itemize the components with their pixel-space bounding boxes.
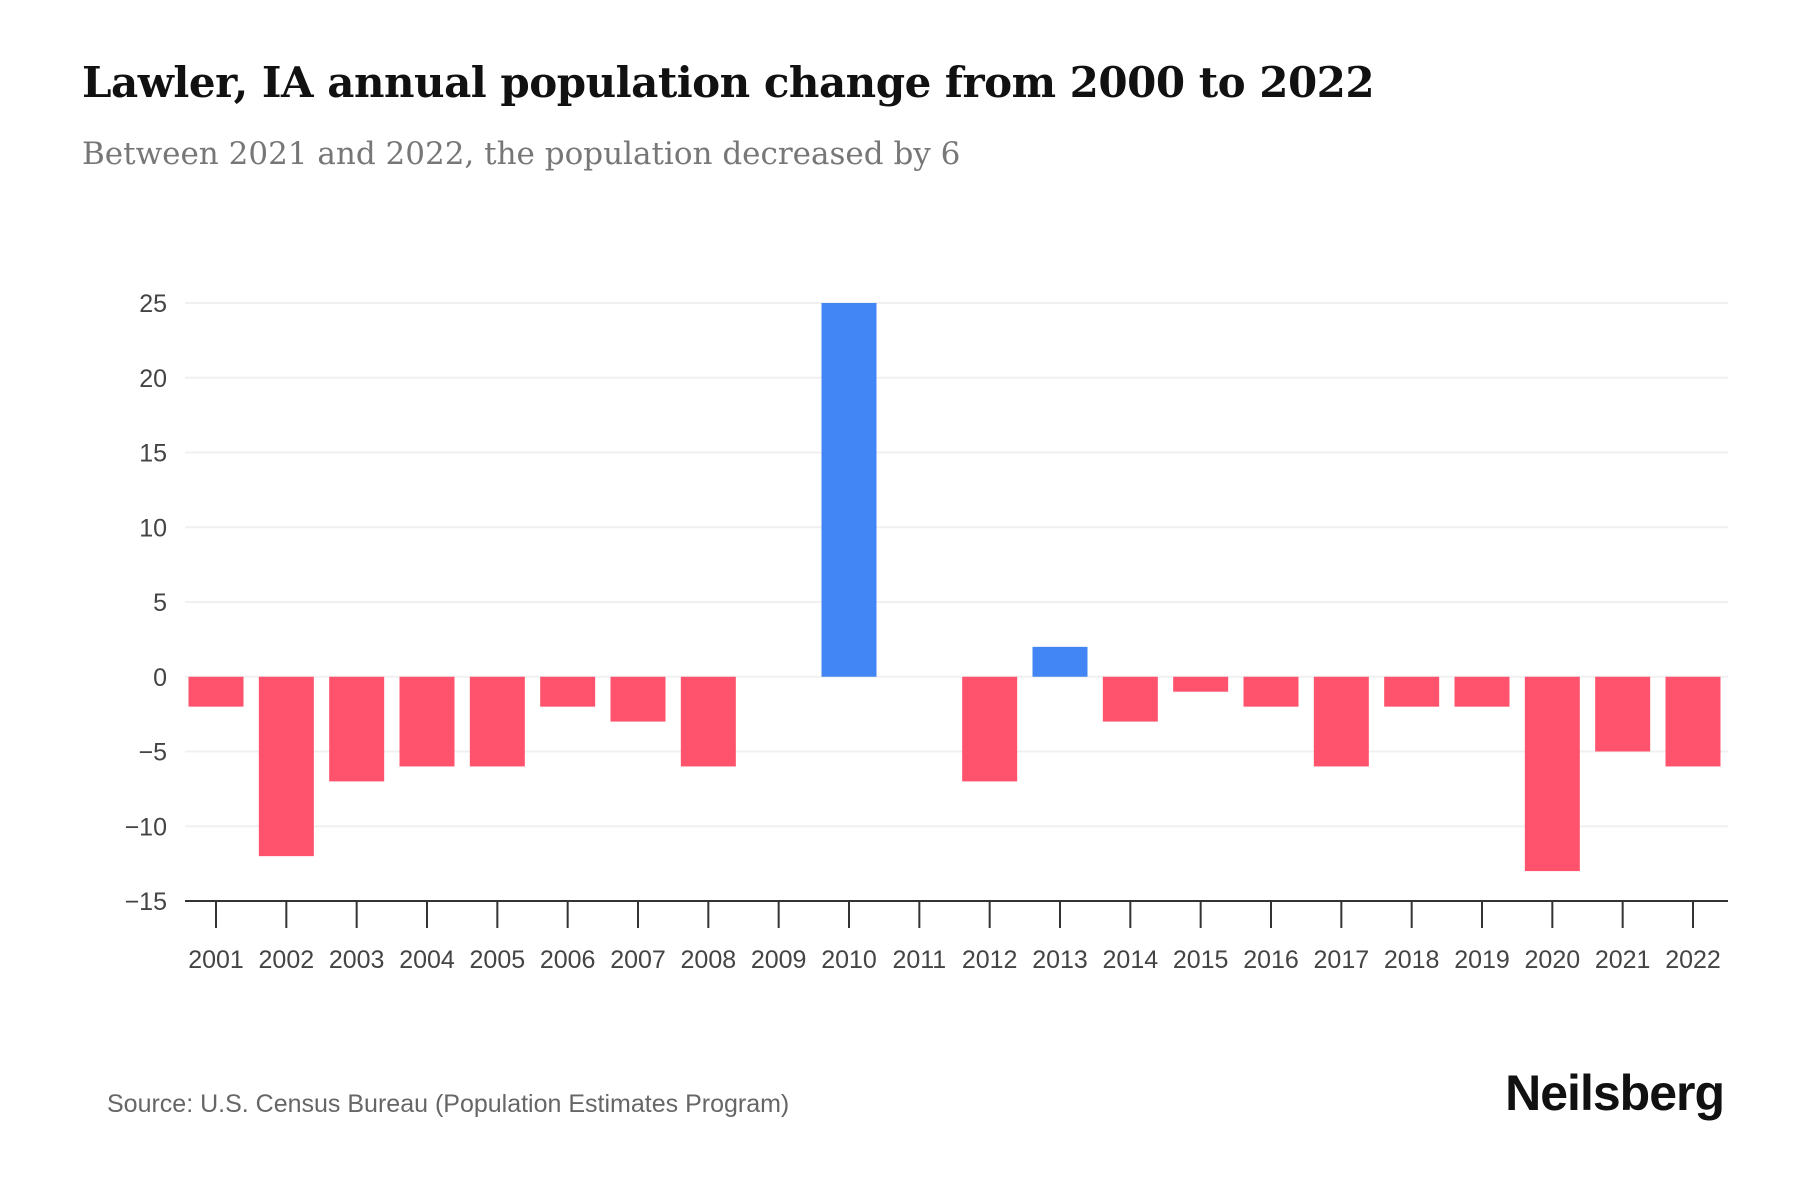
x-tick-label: 2016 (1243, 946, 1299, 974)
bar-2008 (680, 676, 736, 767)
x-tick-label: 2009 (751, 946, 807, 974)
y-tick-label: −15 (125, 888, 167, 916)
bar-2004 (399, 676, 455, 767)
bar-2006 (540, 676, 596, 707)
bar-2005 (469, 676, 525, 767)
bar-2014 (1102, 676, 1158, 722)
x-tick-label: 2010 (821, 946, 877, 974)
y-tick-label: −10 (125, 813, 167, 841)
x-tick-label: 2021 (1595, 946, 1651, 974)
x-tick-label: 2005 (470, 946, 526, 974)
x-tick-label: 2018 (1384, 946, 1440, 974)
chart-title: Lawler, IA annual population change from… (82, 58, 1375, 107)
x-tick-label: 2019 (1454, 946, 1510, 974)
bar-2013 (1032, 646, 1088, 677)
y-tick-label: 5 (153, 589, 167, 617)
bar-2016 (1243, 676, 1299, 707)
x-tick-label: 2012 (962, 946, 1018, 974)
x-tick-label: 2004 (399, 946, 455, 974)
bar-2007 (610, 676, 666, 722)
x-tick-label: 2014 (1103, 946, 1159, 974)
bar-2003 (329, 676, 385, 782)
x-tick-label: 2003 (329, 946, 385, 974)
bar-2021 (1595, 676, 1651, 752)
x-tick-label: 2002 (259, 946, 315, 974)
x-tick-label: 2022 (1665, 946, 1721, 974)
bar-2020 (1524, 676, 1580, 872)
x-tick-label: 2013 (1032, 946, 1088, 974)
y-tick-label: 0 (153, 664, 167, 692)
y-tick-label: −5 (138, 739, 167, 767)
y-tick-label: 10 (139, 514, 167, 542)
y-tick-label: 15 (139, 440, 167, 468)
bar-2019 (1454, 676, 1510, 707)
bar-2002 (258, 676, 314, 857)
source-note: Source: U.S. Census Bureau (Population E… (107, 1090, 790, 1118)
x-tick-label: 2017 (1314, 946, 1370, 974)
y-tick-label: 20 (139, 365, 167, 393)
bar-2017 (1313, 676, 1369, 767)
x-tick-label: 2008 (681, 946, 737, 974)
bar-2010 (821, 303, 877, 677)
neilsberg-logo: Neilsberg (1505, 1065, 1725, 1121)
bar-2012 (962, 676, 1018, 782)
bar-2015 (1173, 676, 1229, 692)
x-tick-label: 2011 (892, 946, 946, 974)
y-tick-label: 25 (139, 290, 167, 318)
x-tick-label: 2015 (1173, 946, 1229, 974)
x-tick-label: 2007 (610, 946, 666, 974)
x-tick-label: 2006 (540, 946, 596, 974)
bar-2018 (1384, 676, 1440, 707)
bar-2022 (1665, 676, 1721, 767)
chart-subtitle: Between 2021 and 2022, the population de… (82, 136, 961, 172)
x-tick-label: 2001 (188, 946, 244, 974)
x-tick-label: 2020 (1525, 946, 1581, 974)
bar-2001 (188, 676, 244, 707)
